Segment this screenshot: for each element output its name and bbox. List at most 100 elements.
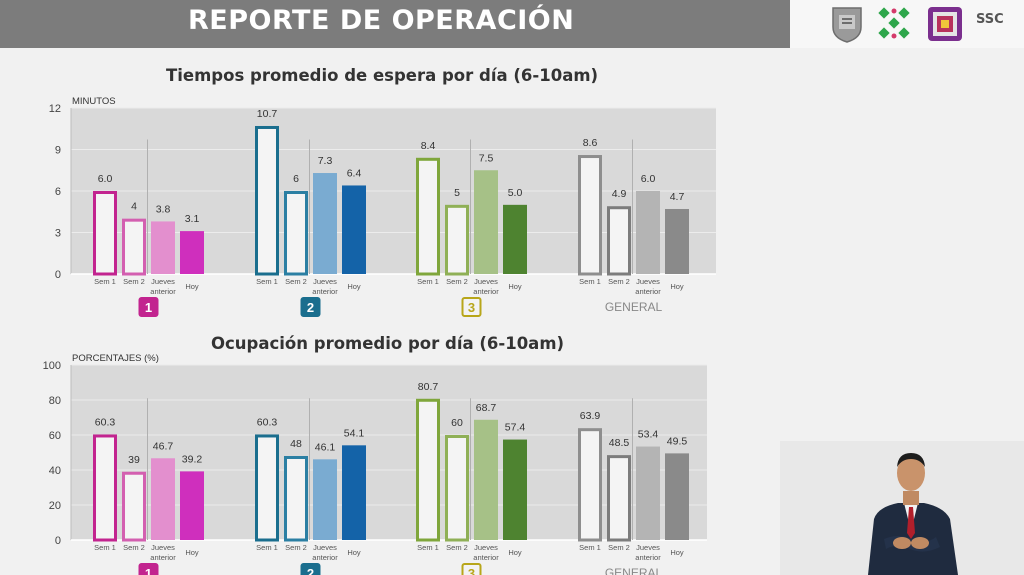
data-label: 6 [293, 173, 299, 185]
data-label: 6.0 [641, 173, 656, 185]
bar [503, 440, 527, 540]
data-label: 6.4 [347, 167, 362, 179]
x-tick-label: Jueves [313, 277, 337, 286]
x-tick-label: anterior [312, 287, 338, 296]
x-tick-label: anterior [635, 553, 661, 562]
bar [474, 420, 498, 540]
y-tick-label: 0 [55, 269, 61, 281]
x-tick-label: Jueves [474, 543, 498, 552]
bar [342, 185, 366, 274]
x-tick-label: Sem 1 [94, 543, 116, 552]
city-shield-icon [830, 5, 864, 43]
x-tick-label: Hoy [347, 548, 361, 557]
data-label: 48.5 [609, 437, 630, 449]
x-tick-label: Sem 2 [608, 543, 630, 552]
data-label: 49.5 [667, 435, 688, 447]
data-label: 8.6 [583, 137, 598, 149]
x-tick-label: Sem 1 [256, 543, 278, 552]
y-tick-label: 3 [55, 228, 61, 240]
bar [313, 173, 337, 274]
data-label: 4.9 [612, 188, 627, 200]
data-label: 4.7 [670, 191, 685, 203]
x-tick-label: Sem 2 [285, 543, 307, 552]
x-tick-label: Sem 2 [123, 543, 145, 552]
data-label: 5 [454, 187, 460, 199]
data-label: 10.7 [257, 108, 278, 120]
data-label: 4 [131, 201, 137, 213]
line-badge-label: 1 [145, 300, 152, 315]
data-label: 60.3 [95, 416, 116, 428]
bar [636, 191, 660, 274]
bar [474, 170, 498, 274]
x-tick-label: Sem 1 [256, 277, 278, 286]
y-axis-label: MINUTOS [72, 96, 116, 107]
bar [257, 127, 278, 274]
page-title: REPORTE DE OPERACIÓN [188, 5, 574, 36]
data-label: 8.4 [421, 140, 436, 152]
bar [418, 159, 439, 274]
y-tick-label: 100 [43, 360, 61, 372]
x-tick-label: Jueves [313, 543, 337, 552]
data-label: 6.0 [98, 173, 113, 185]
bar [180, 471, 204, 540]
x-tick-label: Jueves [636, 277, 660, 286]
y-tick-label: 20 [49, 500, 61, 512]
general-label: GENERAL [605, 300, 663, 314]
x-tick-label: Hoy [670, 282, 684, 291]
data-label: 39.2 [182, 453, 203, 465]
interpreter-figure-icon [780, 441, 1024, 575]
x-tick-label: anterior [150, 553, 176, 562]
x-tick-label: Jueves [474, 277, 498, 286]
y-axis-label: PORCENTAJES (%) [72, 354, 159, 364]
bar [447, 206, 468, 274]
chart1-title: Tiempos promedio de espera por día (6-10… [166, 66, 598, 85]
x-tick-label: Sem 1 [417, 543, 439, 552]
bar [580, 430, 601, 540]
y-tick-label: 60 [49, 430, 61, 442]
cdmx-logo-icon [876, 5, 912, 43]
x-tick-label: Sem 2 [446, 277, 468, 286]
x-tick-label: Hoy [185, 282, 199, 291]
data-label: 48 [290, 438, 302, 450]
bar [95, 193, 116, 275]
sign-language-interpreter [780, 441, 1024, 575]
y-tick-label: 40 [49, 465, 61, 477]
data-label: 54.1 [344, 427, 365, 439]
bar [609, 208, 630, 274]
x-tick-label: Hoy [670, 548, 684, 557]
header-bar: REPORTE DE OPERACIÓN [0, 0, 790, 48]
ssc-label: SSC [976, 12, 1004, 27]
data-label: 5.0 [508, 187, 523, 199]
x-tick-label: Sem 1 [417, 277, 439, 286]
x-tick-label: Hoy [508, 282, 522, 291]
x-tick-label: anterior [312, 553, 338, 562]
x-tick-label: Jueves [151, 277, 175, 286]
ssc-emblem-icon [926, 5, 964, 43]
y-tick-label: 80 [49, 395, 61, 407]
bar [580, 157, 601, 274]
x-tick-label: Hoy [185, 548, 199, 557]
x-tick-label: Hoy [508, 548, 522, 557]
bar [286, 458, 307, 541]
bar [447, 437, 468, 541]
bar [151, 221, 175, 274]
bar [124, 473, 145, 540]
data-label: 46.1 [315, 441, 336, 453]
data-label: 80.7 [418, 381, 439, 393]
y-tick-label: 0 [55, 535, 61, 547]
chart-occupancy: 0 20 40 60 80 100 PORCENTAJES (%) 60.3 Sem 1 39 Se… [0, 354, 760, 575]
bar [665, 453, 689, 540]
y-tick-label: 9 [55, 145, 61, 157]
bar [418, 400, 439, 540]
x-tick-label: anterior [150, 287, 176, 296]
bar [342, 445, 366, 540]
y-tick-label: 12 [49, 103, 61, 115]
line-badge-label: 2 [307, 300, 314, 315]
bar [151, 458, 175, 540]
x-tick-label: Sem 2 [285, 277, 307, 286]
x-tick-label: anterior [635, 287, 661, 296]
data-label: 7.3 [318, 155, 333, 167]
data-label: 60.3 [257, 416, 278, 428]
general-label: GENERAL [605, 566, 663, 575]
